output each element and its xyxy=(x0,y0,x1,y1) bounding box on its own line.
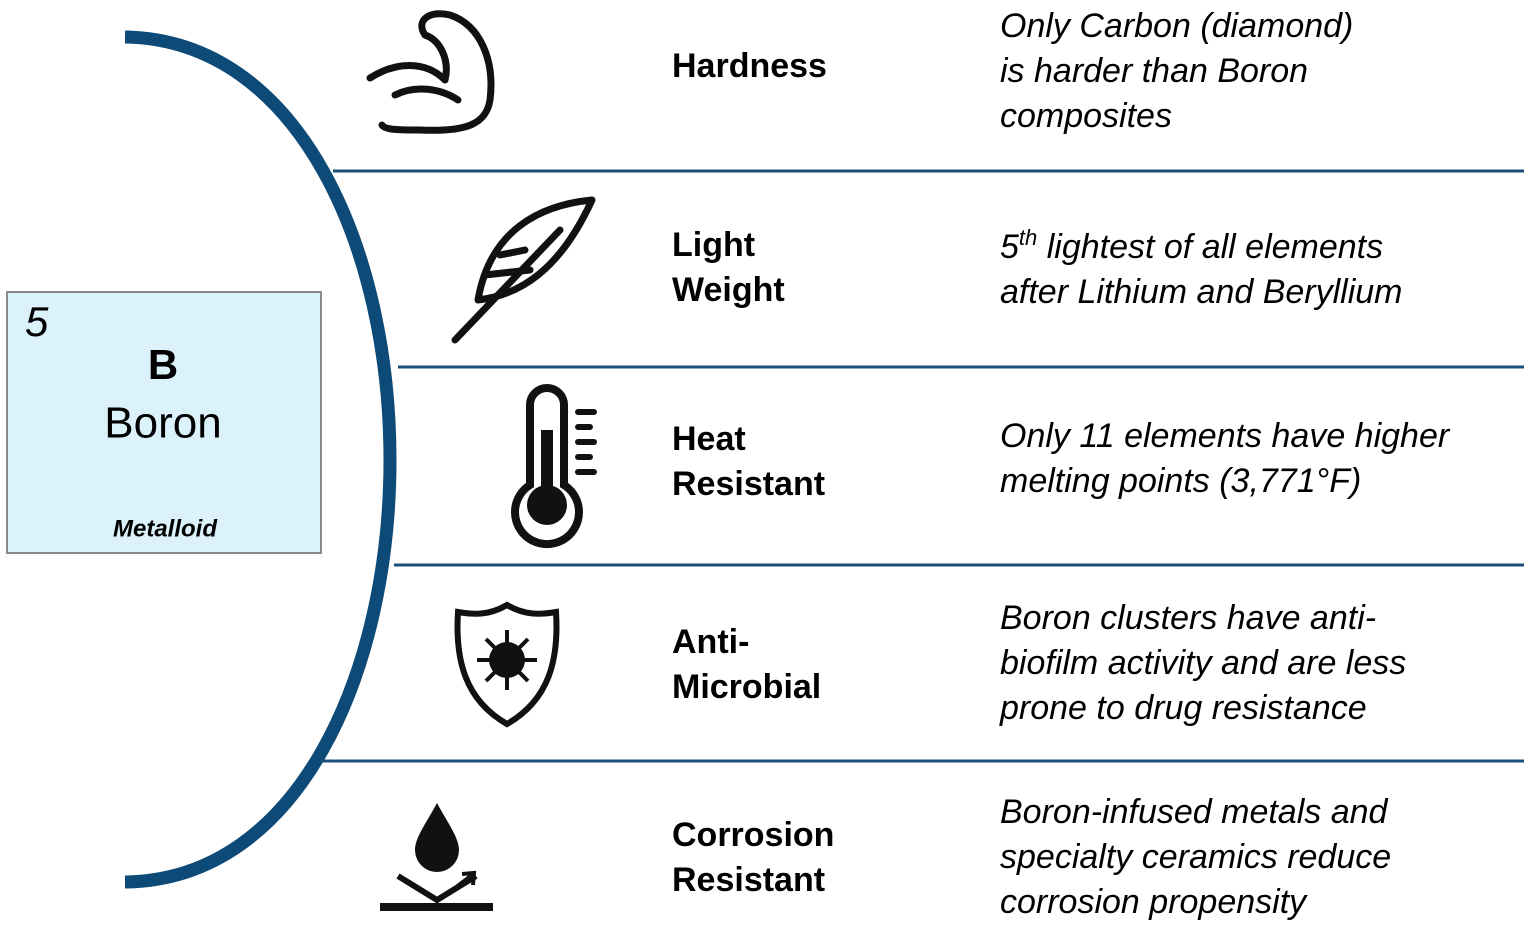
property-description: composites xyxy=(1000,97,1172,135)
shield-icon xyxy=(454,601,560,728)
property-description: corrosion propensity xyxy=(1000,883,1308,921)
element-tile xyxy=(6,291,322,554)
property-label: Hardness xyxy=(672,47,827,85)
property-description: Boron clusters have anti- xyxy=(1000,599,1376,637)
muscle-icon xyxy=(366,10,495,134)
element-name: Boron xyxy=(104,399,221,448)
feather-icon xyxy=(451,196,596,344)
drop-icon xyxy=(380,803,493,911)
property-label: Microbial xyxy=(672,668,821,706)
property-label: Light xyxy=(672,226,755,264)
property-label: Corrosion xyxy=(672,816,834,854)
property-description: after Lithium and Beryllium xyxy=(1000,273,1403,311)
element-category: Metalloid xyxy=(113,515,218,542)
property-description: Boron-infused metals and xyxy=(1000,793,1389,831)
arc xyxy=(124,30,397,889)
property-description: biofilm activity and are less xyxy=(1000,644,1406,682)
property-description: Only 11 elements have higher xyxy=(1000,417,1451,455)
property-description: 5th lightest of all elements xyxy=(1000,225,1383,266)
property-label: Heat xyxy=(672,420,746,458)
superscript: th xyxy=(1019,225,1037,250)
property-label: Resistant xyxy=(672,465,825,503)
property-label: Resistant xyxy=(672,861,825,899)
element-number: 5 xyxy=(25,298,49,345)
element-symbol: B xyxy=(148,341,178,388)
property-description: melting points (3,771°F) xyxy=(1000,462,1361,500)
property-description: specialty ceramics reduce xyxy=(1000,838,1391,876)
property-label: Weight xyxy=(672,271,785,309)
property-description: Only Carbon (diamond) xyxy=(1000,7,1353,45)
thermometer-icon xyxy=(511,384,597,549)
property-label: Anti- xyxy=(672,623,749,661)
description-text: 5 xyxy=(1000,228,1019,266)
property-description: prone to drug resistance xyxy=(999,689,1367,727)
description-text: lightest of all elements xyxy=(1037,228,1383,266)
property-description: is harder than Boron xyxy=(1000,52,1308,90)
